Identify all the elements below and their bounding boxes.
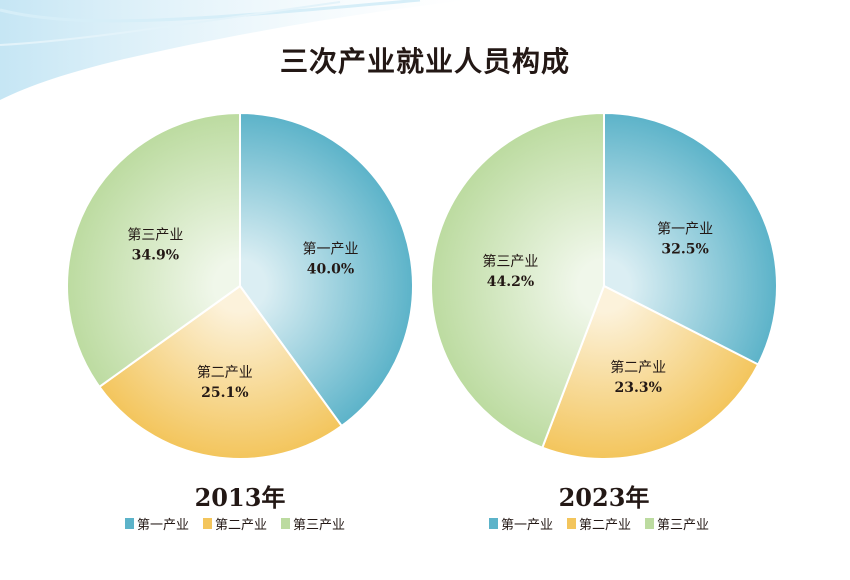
slice-label: 第一产业	[302, 241, 358, 258]
year-label-2023: 2023年	[558, 483, 650, 512]
page-title: 三次产业就业人员构成	[279, 45, 570, 78]
legend-swatch-primary	[489, 518, 498, 529]
slice-label: 第三产业	[127, 227, 183, 244]
legend-item-tertiary: 第三产业	[281, 514, 345, 533]
legend-swatch-tertiary	[645, 518, 655, 529]
legend-label: 第一产业	[501, 518, 554, 533]
pie-slice-2	[541, 284, 760, 460]
slice-value: 34.9%	[132, 248, 179, 264]
pie-slice-1	[603, 111, 778, 366]
pie-chart-1: 第一产业 32.5% 第二产业 23.3% 第三产业 44.2%	[430, 111, 778, 460]
legend-label: 第二产业	[579, 518, 632, 533]
slice-label: 第三产业	[482, 253, 538, 270]
slice-value: 25.1%	[201, 385, 248, 401]
legend-label: 第一产业	[137, 518, 190, 533]
legend-item-primary: 第一产业	[489, 514, 553, 533]
legend-item-primary: 第一产业	[125, 514, 189, 533]
legend-2023: 第一产业 第二产业 第三产业	[489, 514, 709, 533]
slice-label: 第二产业	[610, 359, 666, 376]
pie-slice-3	[430, 111, 605, 449]
legend-item-secondary: 第二产业	[203, 514, 267, 533]
pie-chart-0: 第一产业 40.0% 第二产业 25.1% 第三产业 34.9%	[66, 111, 414, 460]
pie-slice-1	[239, 111, 414, 428]
legend-label: 第二产业	[215, 518, 268, 533]
pie-slice-3	[66, 111, 241, 389]
legend-swatch-secondary	[203, 518, 213, 529]
legend-label: 第三产业	[657, 518, 710, 533]
legend-swatch-tertiary	[281, 518, 291, 529]
slice-value: 40.0%	[307, 262, 354, 278]
slice-value: 44.2%	[487, 274, 534, 290]
legend-item-secondary: 第二产业	[567, 514, 631, 533]
pie-slice-2	[98, 284, 344, 460]
legend-swatch-secondary	[567, 518, 577, 529]
slice-label: 第二产业	[197, 364, 253, 381]
slice-label: 第一产业	[657, 220, 713, 237]
legend-label: 第三产业	[293, 518, 346, 533]
year-label-2013: 2013年	[194, 483, 286, 512]
slice-value: 23.3%	[614, 380, 661, 396]
decorative-swoosh	[0, 0, 470, 100]
legend-2013: 第一产业 第二产业 第三产业	[125, 514, 345, 533]
legend-swatch-primary	[125, 518, 134, 529]
legend-item-tertiary: 第三产业	[645, 514, 709, 533]
slice-value: 32.5%	[661, 241, 708, 257]
